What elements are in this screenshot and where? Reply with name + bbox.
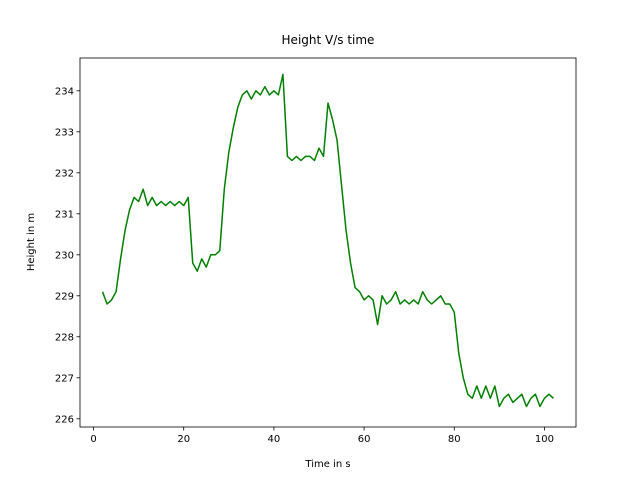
y-tick-label: 233 [55,127,74,138]
axes-frame [79,57,577,428]
plot-area [101,73,554,408]
y-tick-label: 227 [55,373,74,384]
x-tick-label: 0 [90,434,96,445]
y-tick-label: 228 [55,332,74,343]
y-axis-label: Height in m [26,213,37,271]
x-tick-label: 100 [535,434,554,445]
y-tick-label: 234 [55,86,74,97]
x-tick-label: 60 [358,434,371,445]
y-tick-label: 230 [55,250,74,261]
y-tick-label: 226 [55,414,74,425]
x-tick-label: 20 [177,434,190,445]
data-line [101,73,554,408]
y-tick-label: 229 [55,291,74,302]
y-tick-label: 232 [55,168,74,179]
x-tick-label: 40 [268,434,281,445]
chart-title: Height V/s time [282,33,375,47]
x-tick-label: 80 [448,434,461,445]
x-axis-label: Time in s [304,459,350,470]
y-tick-label: 231 [55,209,74,220]
